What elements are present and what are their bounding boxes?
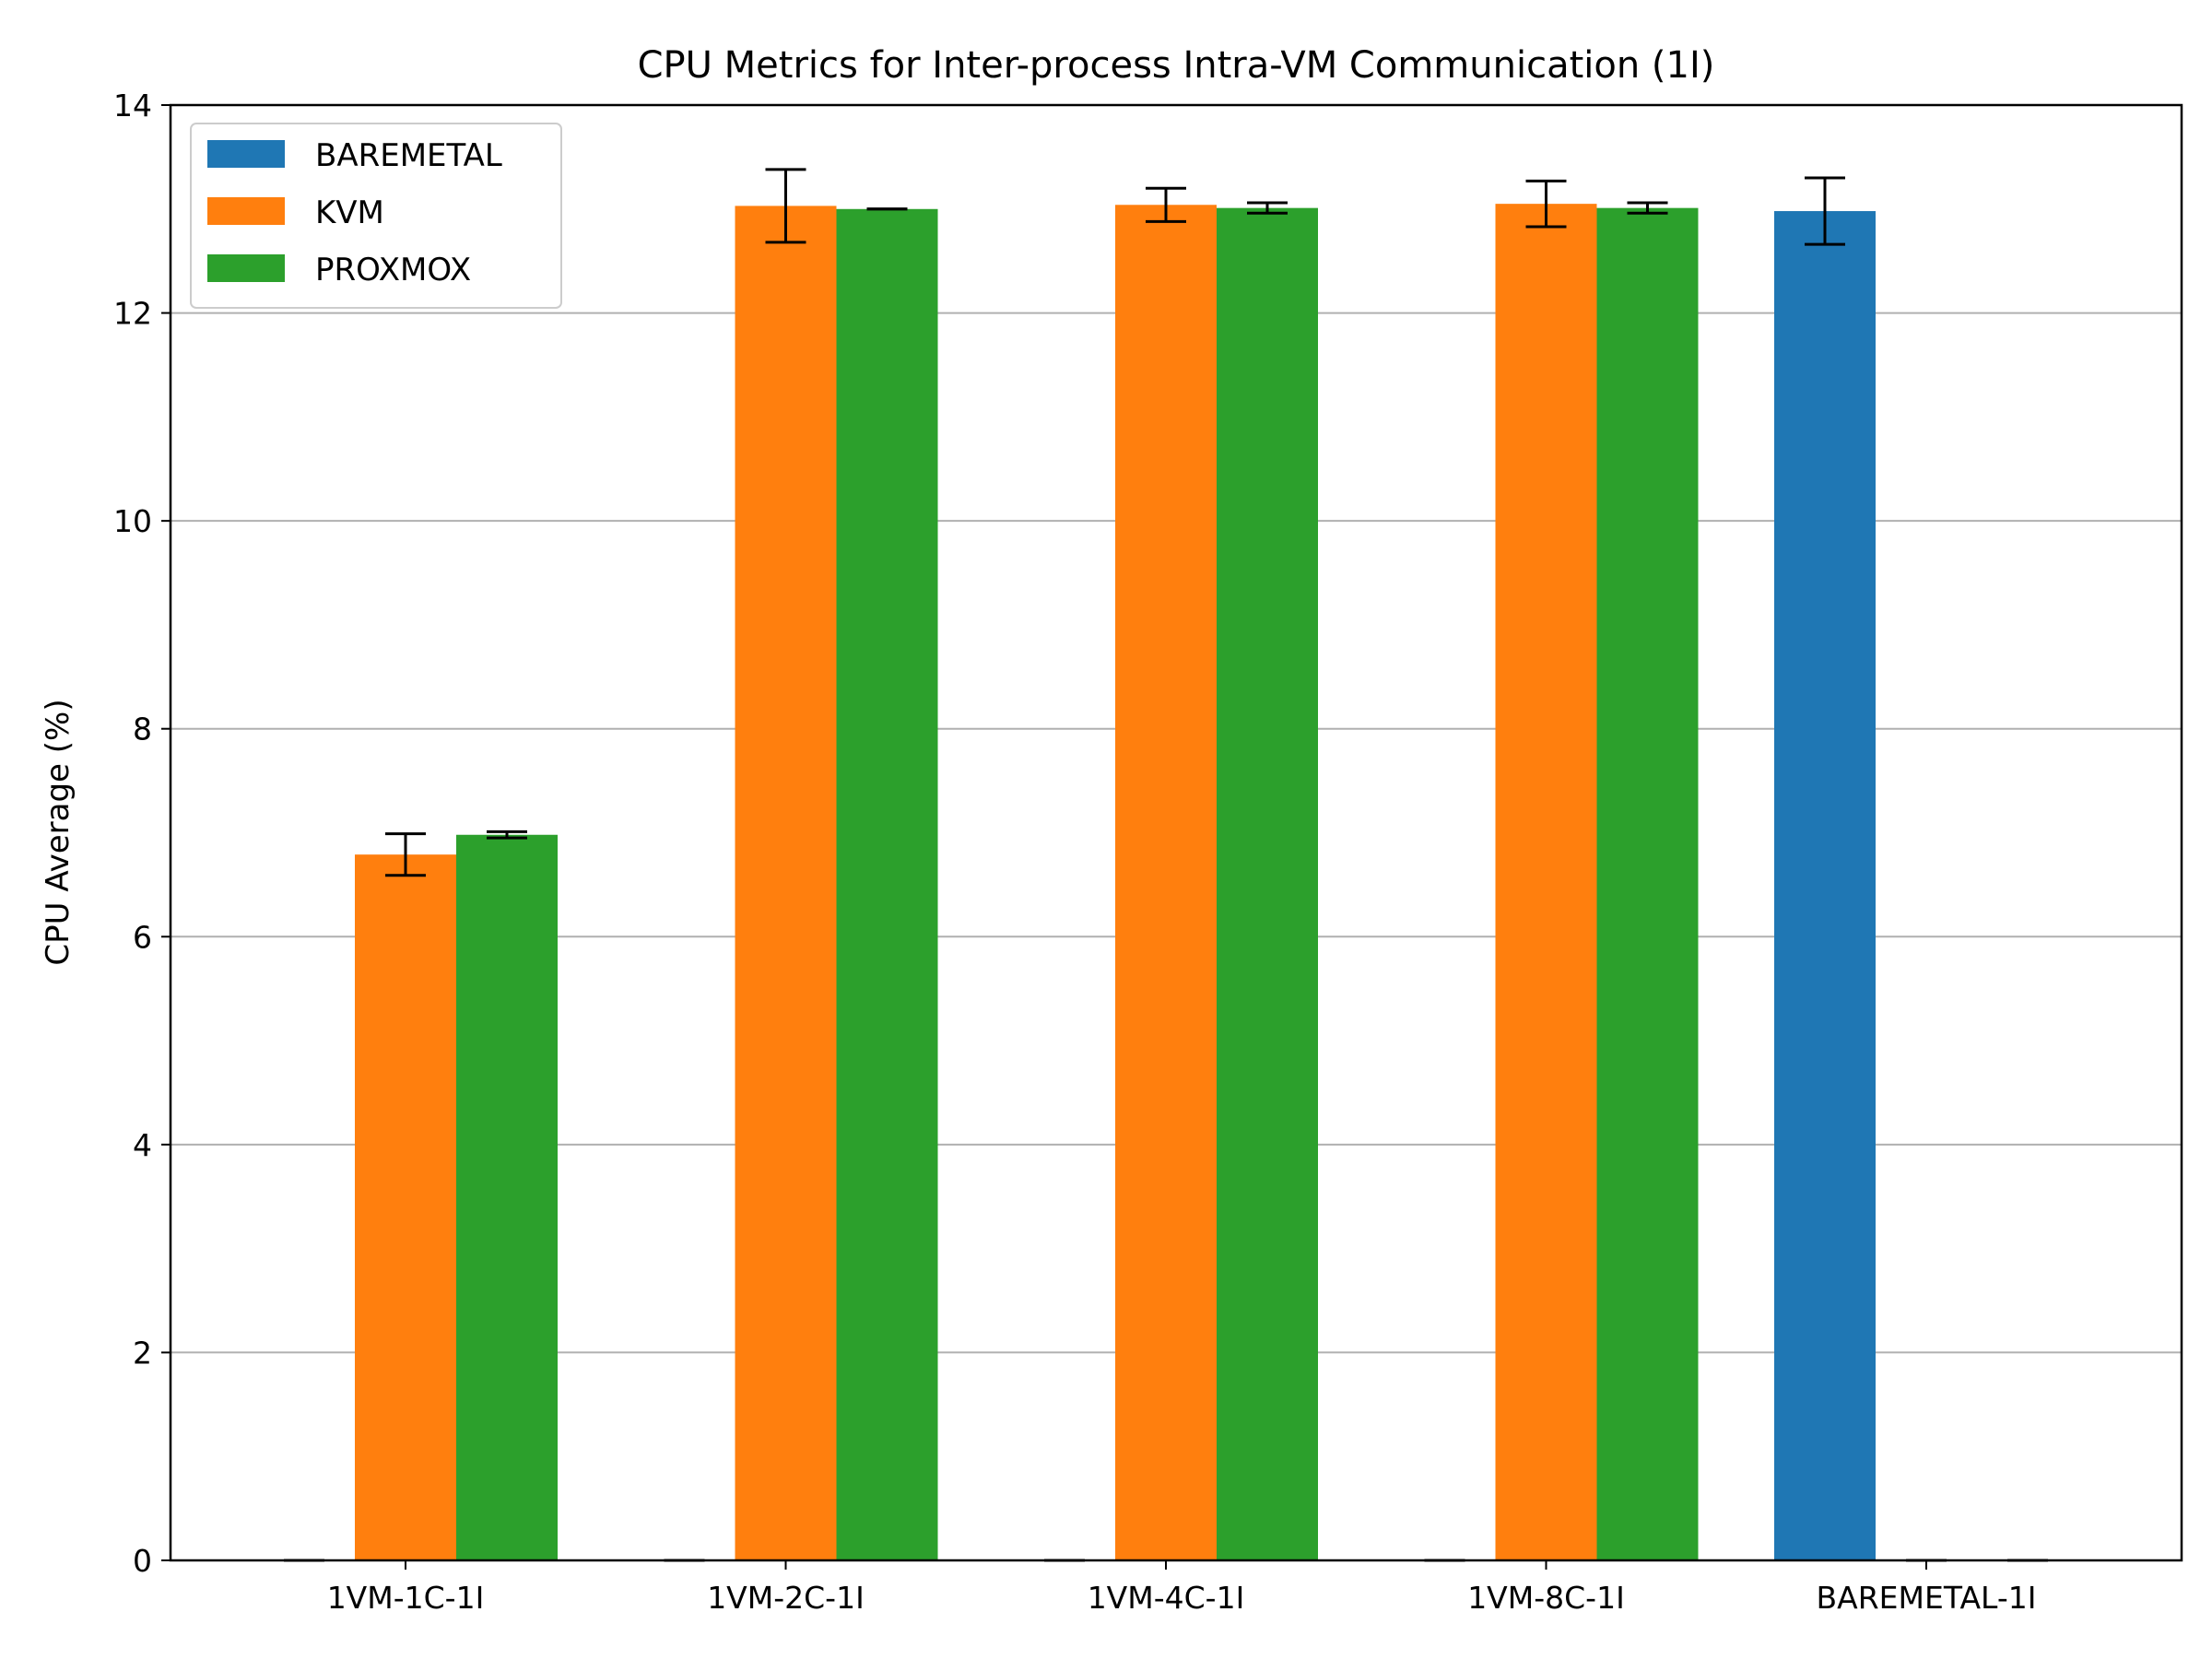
error-bar [765,168,806,244]
y-tick-label: 2 [133,1335,152,1371]
y-axis: 0 2 4 6 8 10 12 14 [113,88,171,1579]
y-axis-label: CPU Average (%) [40,699,76,965]
bar-kvm-1vm-1c-1i [355,854,456,1560]
bar-kvm-1vm-8c-1i [1495,204,1597,1560]
legend-item-kvm: KVM [207,194,384,231]
legend-swatch [207,197,285,225]
error-bar [1525,179,1567,229]
chart-title: CPU Metrics for Inter-process Intra-VM C… [638,44,1715,87]
bars [355,204,1876,1561]
legend-label: KVM [315,194,384,231]
error-bar [1627,201,1668,215]
y-tick-label: 14 [113,88,152,124]
bar-proxmox-1vm-8c-1i [1596,207,1699,1561]
legend-label: PROXMOX [315,252,471,288]
plot-frame [169,103,2183,1562]
legend-label: BAREMETAL [315,137,502,174]
x-tick-label: 1VM-8C-1I [1467,1580,1625,1616]
error-bar [1146,186,1186,223]
x-axis: 1VM-1C-1I 1VM-2C-1I 1VM-4C-1I 1VM-8C-1I BARE… [327,1560,2037,1616]
bar-kvm-1vm-2c-1i [735,206,837,1561]
error-bar [385,832,426,877]
y-tick-label: 10 [113,503,152,539]
bar-proxmox-1vm-2c-1i [836,208,938,1560]
error-bar [1805,176,1845,246]
x-tick-label: BAREMETAL-1I [1817,1580,2037,1616]
legend-item-baremetal: BAREMETAL [207,137,502,174]
x-tick-label: 1VM-2C-1I [707,1580,865,1616]
legend-swatch [207,254,285,282]
x-tick-label: 1VM-1C-1I [327,1580,485,1616]
y-tick-label: 6 [133,919,152,955]
legend-item-proxmox: PROXMOX [207,252,471,288]
bar-proxmox-1vm-4c-1i [1217,207,1318,1561]
error-bar [1247,201,1288,215]
bar-baremetal-baremetal-1i [1774,211,1876,1561]
legend-swatch [207,140,285,168]
y-tick-label: 4 [133,1127,152,1163]
x-tick-label: 1VM-4C-1I [1088,1580,1245,1616]
y-tick-label: 8 [133,712,152,747]
bar-proxmox-1vm-1c-1i [456,834,558,1560]
error-bar [487,830,527,840]
legend: BAREMETAL KVM PROXMOX [190,123,562,309]
y-tick-label: 12 [113,296,152,332]
y-tick-label: 0 [133,1543,152,1579]
bar-kvm-1vm-4c-1i [1115,205,1217,1560]
